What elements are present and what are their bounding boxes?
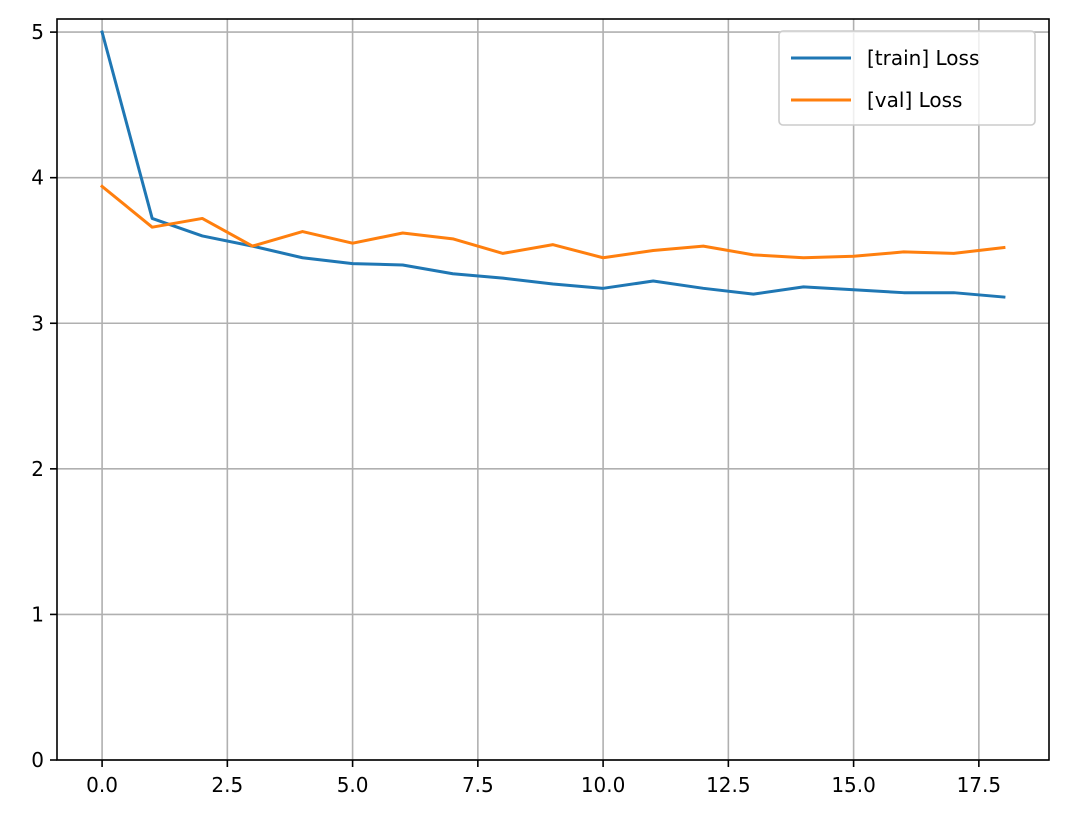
- data-point: [150, 225, 154, 229]
- data-point: [952, 291, 956, 294]
- x-tick-label: 5.0: [337, 773, 369, 797]
- plot-frame: [56, 18, 1050, 761]
- data-point: [802, 285, 805, 289]
- data-point: [501, 276, 505, 280]
- x-tick-label: 17.5: [957, 773, 1002, 797]
- data-point: [952, 252, 956, 255]
- data-point: [251, 244, 254, 248]
- legend-label: [train] Loss: [867, 46, 979, 70]
- data-point: [652, 279, 655, 283]
- data-point: [1002, 295, 1006, 299]
- x-tick-label: 2.5: [211, 773, 243, 797]
- x-tick-label: 10.0: [581, 773, 626, 797]
- grid: [57, 19, 1049, 761]
- y-tick-label: 5: [31, 20, 44, 44]
- data-point: [301, 230, 304, 233]
- data-point: [401, 231, 404, 235]
- data-point: [451, 237, 454, 241]
- y-tick-label: 2: [31, 457, 44, 481]
- data-point: [702, 287, 705, 290]
- data-point: [100, 30, 104, 34]
- data-point: [451, 272, 454, 275]
- data-point: [551, 282, 555, 286]
- x-tick-label: 12.5: [706, 773, 751, 797]
- data-point: [201, 217, 204, 220]
- data-point: [1002, 246, 1006, 249]
- x-tick-label: 7.5: [462, 773, 494, 797]
- series-lines: [99, 30, 1006, 299]
- data-point: [100, 185, 104, 188]
- data-point: [201, 234, 204, 238]
- data-point: [802, 256, 805, 259]
- data-point: [150, 217, 154, 220]
- data-point: [501, 252, 505, 255]
- x-tick-label: 15.0: [831, 773, 876, 797]
- axis-ticks: 0.0 2.5 5.0 7.5 10.0 12.5 15.0 17.5 0 1 2 3 4 5: [31, 20, 1001, 797]
- legend-label: [val] Loss: [867, 88, 962, 112]
- y-tick-label: 1: [31, 602, 44, 626]
- y-tick-label: 3: [31, 311, 44, 335]
- data-point: [752, 292, 755, 296]
- data-point: [702, 244, 705, 248]
- data-point: [902, 291, 905, 294]
- data-point: [551, 243, 555, 246]
- data-point: [301, 256, 304, 259]
- data-point: [601, 287, 605, 290]
- data-point: [652, 249, 655, 252]
- data-point: [902, 250, 905, 254]
- data-point: [351, 262, 354, 265]
- y-tick-label: 4: [31, 166, 44, 190]
- series-line-val-loss: [99, 184, 1006, 260]
- data-point: [852, 255, 855, 258]
- data-point: [752, 253, 755, 257]
- data-point: [601, 256, 605, 259]
- data-point: [351, 241, 354, 245]
- data-point: [852, 288, 855, 291]
- x-tick-label: 0.0: [86, 773, 118, 797]
- y-tick-label: 0: [31, 748, 44, 772]
- legend: [train] Loss [val] Loss: [778, 30, 1036, 126]
- data-point: [401, 263, 404, 267]
